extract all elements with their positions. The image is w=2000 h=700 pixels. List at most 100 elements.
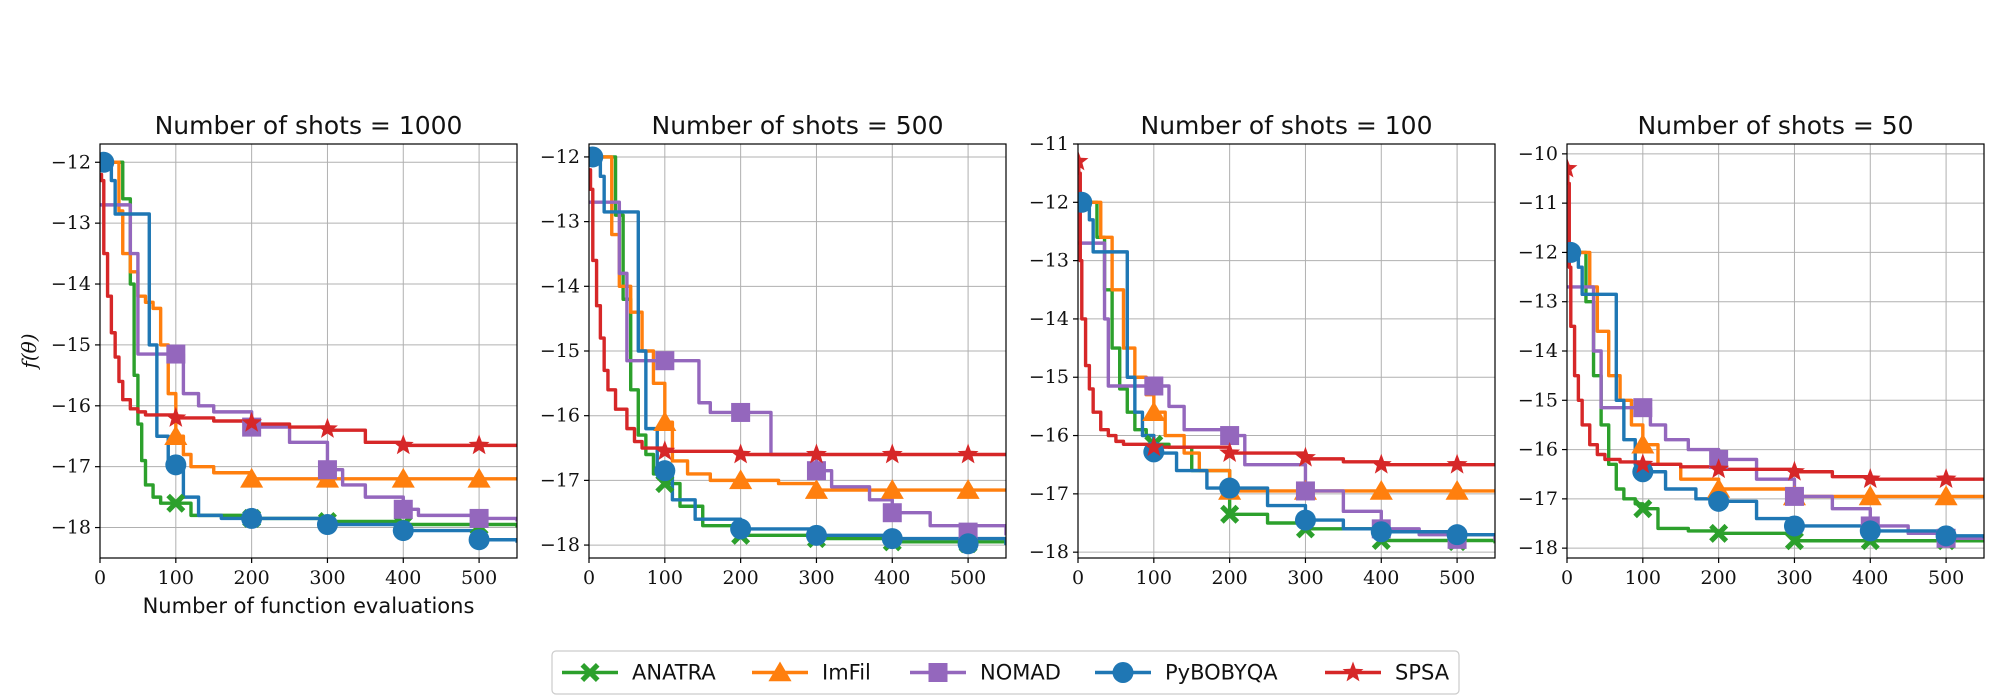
- data-point-spsa: [1935, 468, 1957, 489]
- x-tick-label: 0: [1072, 567, 1084, 589]
- subplots: 0 100 200 300 400 500 −18 −17 −16 −15 −14 −13 −12 Num…: [17, 111, 1985, 618]
- data-point-spsa: [881, 443, 903, 464]
- x-tick-label: 500: [461, 567, 497, 589]
- data-point-imfil: [164, 425, 188, 446]
- data-point-nomad: [1633, 398, 1653, 418]
- legend-box: [551, 650, 1460, 695]
- y-tick-label: −14: [1029, 308, 1069, 330]
- y-tick-label: −15: [1029, 366, 1069, 388]
- data-point-pybobyqa: [1078, 191, 1093, 213]
- data-point-nomad: [469, 508, 489, 528]
- y-tick-label: −16: [51, 395, 91, 417]
- y-axis-label: f(θ): [17, 333, 41, 370]
- x-tick-label: 300: [309, 567, 345, 589]
- data-point-anatra: [1784, 531, 1804, 551]
- y-tick-label: −15: [540, 340, 580, 362]
- data-point-spsa: [1708, 458, 1730, 479]
- data-point-imfil: [804, 479, 829, 499]
- x-tick-label: 100: [1136, 567, 1172, 589]
- axes-frame: [1077, 143, 1496, 559]
- data-point-nomad: [393, 499, 413, 519]
- data-point-pybobyqa: [1708, 490, 1730, 512]
- data-point-imfil: [1858, 485, 1882, 506]
- data-point-nomad: [1784, 486, 1804, 506]
- data-point-imfil: [729, 469, 753, 490]
- data-point-pybobyqa: [654, 460, 676, 482]
- y-tick-label: −11: [1029, 133, 1069, 155]
- x-tick-label: 100: [158, 567, 194, 589]
- data-point-pybobyqa: [1859, 520, 1881, 542]
- series-line-spsa: [1078, 159, 1495, 467]
- data-point-pybobyqa: [1219, 477, 1241, 499]
- data-point-pybobyqa: [1446, 524, 1468, 546]
- y-tick-label: −17: [51, 456, 91, 478]
- y-tick-label: −14: [540, 275, 580, 297]
- x-tick-label: 0: [583, 567, 595, 589]
- data-point-nomad: [731, 402, 751, 422]
- data-point-imfil: [1142, 401, 1166, 422]
- y-tick-label: −15: [1518, 389, 1558, 411]
- subplot-2: 0 100 200 300 400 500 −18 −17 −16 −15 −14 −13 −12 Num…: [540, 111, 1007, 589]
- data-point-spsa: [654, 440, 676, 461]
- x-tick-label: 200: [234, 567, 270, 589]
- subplot-title: Number of shots = 1000: [155, 111, 463, 140]
- data-point-pybobyqa: [881, 528, 903, 550]
- series-line-imfil: [1567, 250, 1984, 499]
- y-tick-label: −15: [51, 334, 91, 356]
- subplot-1: 0 100 200 300 400 500 −18 −17 −16 −15 −14 −13 −12 Num…: [17, 111, 518, 618]
- data-point-spsa: [316, 417, 338, 438]
- data-point-pybobyqa: [1294, 509, 1316, 531]
- x-tick-label: 200: [1212, 567, 1248, 589]
- y-tick-label: −17: [1029, 483, 1069, 505]
- data-point-pybobyqa: [957, 533, 979, 555]
- x-tick-label: 400: [385, 567, 421, 589]
- x-tick-label: 400: [874, 567, 910, 589]
- data-point-spsa: [1219, 442, 1241, 462]
- data-point-nomad: [882, 503, 902, 523]
- data-point-pybobyqa: [805, 524, 827, 546]
- data-point-spsa: [1632, 453, 1654, 474]
- x-tick-label: 500: [1928, 567, 1964, 589]
- subplot-title: Number of shots = 50: [1637, 111, 1913, 140]
- data-point-pybobyqa: [1370, 521, 1392, 543]
- series-line-spsa: [589, 168, 1006, 457]
- x-axis-label: Number of function evaluations: [143, 594, 475, 618]
- x-tick-label: 100: [1625, 567, 1661, 589]
- y-tick-label: −13: [540, 211, 580, 233]
- subplot-4: 0 100 200 300 400 500 −18 −17 −16 −15 −14 −13 −12 −11…: [1518, 111, 1985, 589]
- x-tick-label: 300: [798, 567, 834, 589]
- data-point-nomad: [317, 460, 337, 480]
- legend-entry-imfil: ImFil: [752, 661, 871, 685]
- subplot-title: Number of shots = 100: [1141, 111, 1433, 140]
- legend: ANATRA ImFil NOMAD PyBOBYQA SPSA: [551, 650, 1460, 695]
- y-tick-label: −12: [540, 146, 580, 168]
- legend-marker-imfil: [768, 661, 792, 682]
- subplot-3: 0 100 200 300 400 500 −18 −17 −16 −15 −14 −13 −12 −11…: [1029, 111, 1496, 589]
- y-tick-label: −18: [51, 517, 91, 539]
- data-point-pybobyqa: [392, 520, 414, 542]
- data-point-pybobyqa: [1632, 461, 1654, 483]
- data-point-spsa: [1446, 453, 1468, 474]
- data-point-imfil: [1445, 479, 1469, 500]
- y-tick-label: −12: [1029, 191, 1069, 213]
- y-tick-label: −10: [1518, 143, 1558, 165]
- x-tick-label: 300: [1287, 567, 1323, 589]
- data-point-spsa: [1078, 150, 1089, 171]
- data-point-pybobyqa: [1783, 515, 1805, 537]
- x-tick-label: 200: [1701, 567, 1737, 589]
- y-tick-label: −18: [1029, 541, 1069, 563]
- data-point-imfil: [240, 467, 264, 488]
- x-tick-label: 200: [723, 567, 759, 589]
- data-point-imfil: [880, 479, 904, 499]
- data-point-imfil: [956, 479, 980, 499]
- plot-area: [100, 151, 517, 551]
- data-point-nomad: [166, 344, 186, 364]
- data-point-anatra: [1709, 523, 1729, 543]
- x-tick-label: 0: [1561, 567, 1573, 589]
- data-point-imfil: [467, 467, 491, 488]
- data-point-spsa: [805, 443, 827, 464]
- data-point-spsa: [165, 406, 187, 427]
- data-point-nomad: [655, 351, 675, 371]
- subplot-title: Number of shots = 500: [652, 111, 944, 140]
